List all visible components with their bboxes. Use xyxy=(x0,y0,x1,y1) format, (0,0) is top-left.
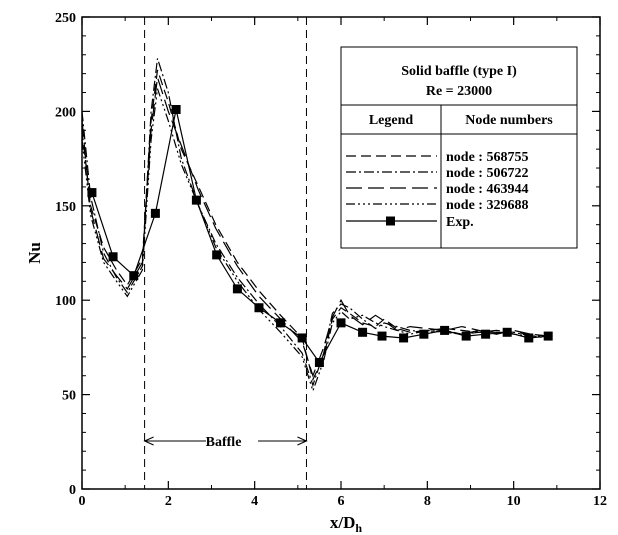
baffle-arrow-head xyxy=(143,436,154,446)
data-point xyxy=(212,250,222,260)
data-point xyxy=(399,333,409,343)
data-point xyxy=(150,208,160,218)
data-point xyxy=(232,284,242,294)
data-point xyxy=(377,331,387,341)
y-tick-label: 200 xyxy=(55,105,76,120)
legend-entry-label: node : 568755 xyxy=(446,150,528,165)
legend-entry-label: node : 506722 xyxy=(446,166,528,181)
data-point xyxy=(171,105,181,115)
y-axis-title: Nu xyxy=(25,242,44,264)
data-point xyxy=(461,331,471,341)
legend-marker xyxy=(386,216,395,226)
y-tick-label: 0 xyxy=(69,483,76,498)
legend: Solid baffle (type I) Re = 23000 Legend … xyxy=(340,46,578,249)
legend-entry-label: node : 329688 xyxy=(446,198,528,213)
y-tick-label: 250 xyxy=(55,11,76,26)
legend-entry-label: node : 463944 xyxy=(446,182,528,197)
data-point xyxy=(276,318,286,328)
data-point xyxy=(419,329,429,339)
data-point xyxy=(440,325,450,335)
x-tick-label: 12 xyxy=(593,494,607,509)
annotation-layer: Baffle xyxy=(143,17,308,489)
legend-title: Solid baffle (type I) xyxy=(401,64,517,79)
data-point xyxy=(254,303,264,313)
legend-box xyxy=(340,46,578,249)
y-tick-label: 150 xyxy=(55,200,76,215)
baffle-arrow-head xyxy=(297,436,308,446)
data-point xyxy=(481,329,491,339)
data-point xyxy=(543,331,553,341)
axis-layer: 0 2 4 6 8 10 12 0 50 100 150 200 250 Nu x/Dh xyxy=(25,11,607,535)
legend-col1-header: Legend xyxy=(369,113,414,128)
data-point xyxy=(524,333,534,343)
x-tick-label: 10 xyxy=(507,494,521,509)
data-point xyxy=(297,333,307,343)
y-tick-label: 100 xyxy=(55,294,76,309)
data-point xyxy=(358,327,368,337)
series-layer xyxy=(81,58,553,393)
baffle-label: Baffle xyxy=(206,435,242,450)
legend-entry-label: Exp. xyxy=(446,215,474,230)
x-tick-label: 0 xyxy=(79,494,86,509)
x-tick-label: 6 xyxy=(338,494,345,509)
data-point xyxy=(336,318,346,328)
data-point xyxy=(191,195,201,205)
data-point xyxy=(87,188,97,198)
legend-subtitle: Re = 23000 xyxy=(426,84,492,99)
data-point xyxy=(314,358,324,368)
y-tick-label: 50 xyxy=(62,389,76,404)
data-point xyxy=(108,252,118,262)
x-axis-title: x/Dh xyxy=(330,513,363,535)
data-point xyxy=(129,271,139,281)
data-point xyxy=(502,327,512,337)
x-tick-label: 2 xyxy=(165,494,172,509)
x-tick-label: 8 xyxy=(424,494,431,509)
series-line-1 xyxy=(81,58,549,388)
legend-col2-header: Node numbers xyxy=(465,113,553,128)
x-tick-label: 4 xyxy=(251,494,258,509)
